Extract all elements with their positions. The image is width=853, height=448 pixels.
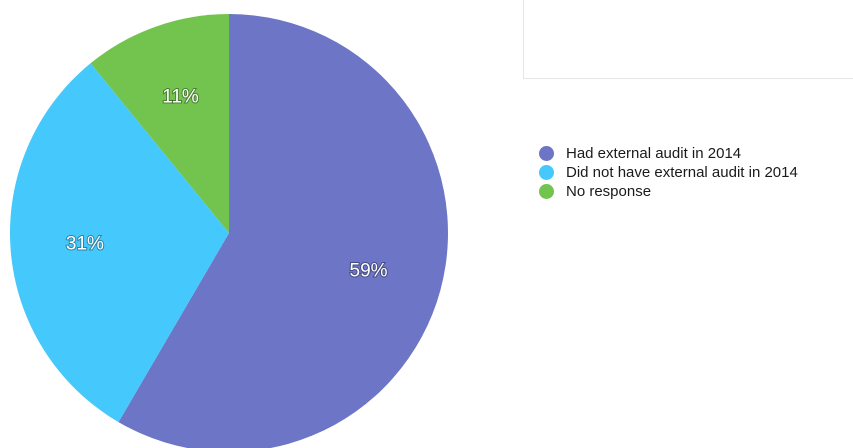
slice-label-no-audit: 31% bbox=[66, 234, 104, 255]
legend-item-had-audit: Had external audit in 2014 bbox=[539, 144, 798, 163]
blank-panel bbox=[523, 0, 853, 79]
legend-item-no-response: No response bbox=[539, 182, 798, 201]
legend-label-no-response: No response bbox=[566, 183, 652, 200]
legend-label-had-audit: Had external audit in 2014 bbox=[566, 145, 742, 162]
pie-slice-no-response bbox=[90, 14, 229, 233]
legend-label-no-audit: Did not have external audit in 2014 bbox=[566, 164, 798, 181]
slice-label-no-response: 11% bbox=[162, 86, 199, 107]
legend-swatch-no-audit bbox=[539, 165, 554, 180]
pie-slice-had-audit bbox=[118, 14, 448, 448]
pie-slice-no-audit bbox=[10, 63, 229, 423]
legend: Had external audit in 2014 Did not have … bbox=[539, 144, 798, 201]
legend-item-no-audit: Did not have external audit in 2014 bbox=[539, 163, 798, 182]
legend-swatch-no-response bbox=[539, 184, 554, 199]
slice-label-had-audit: 59% bbox=[350, 260, 388, 281]
legend-swatch-had-audit bbox=[539, 146, 554, 161]
